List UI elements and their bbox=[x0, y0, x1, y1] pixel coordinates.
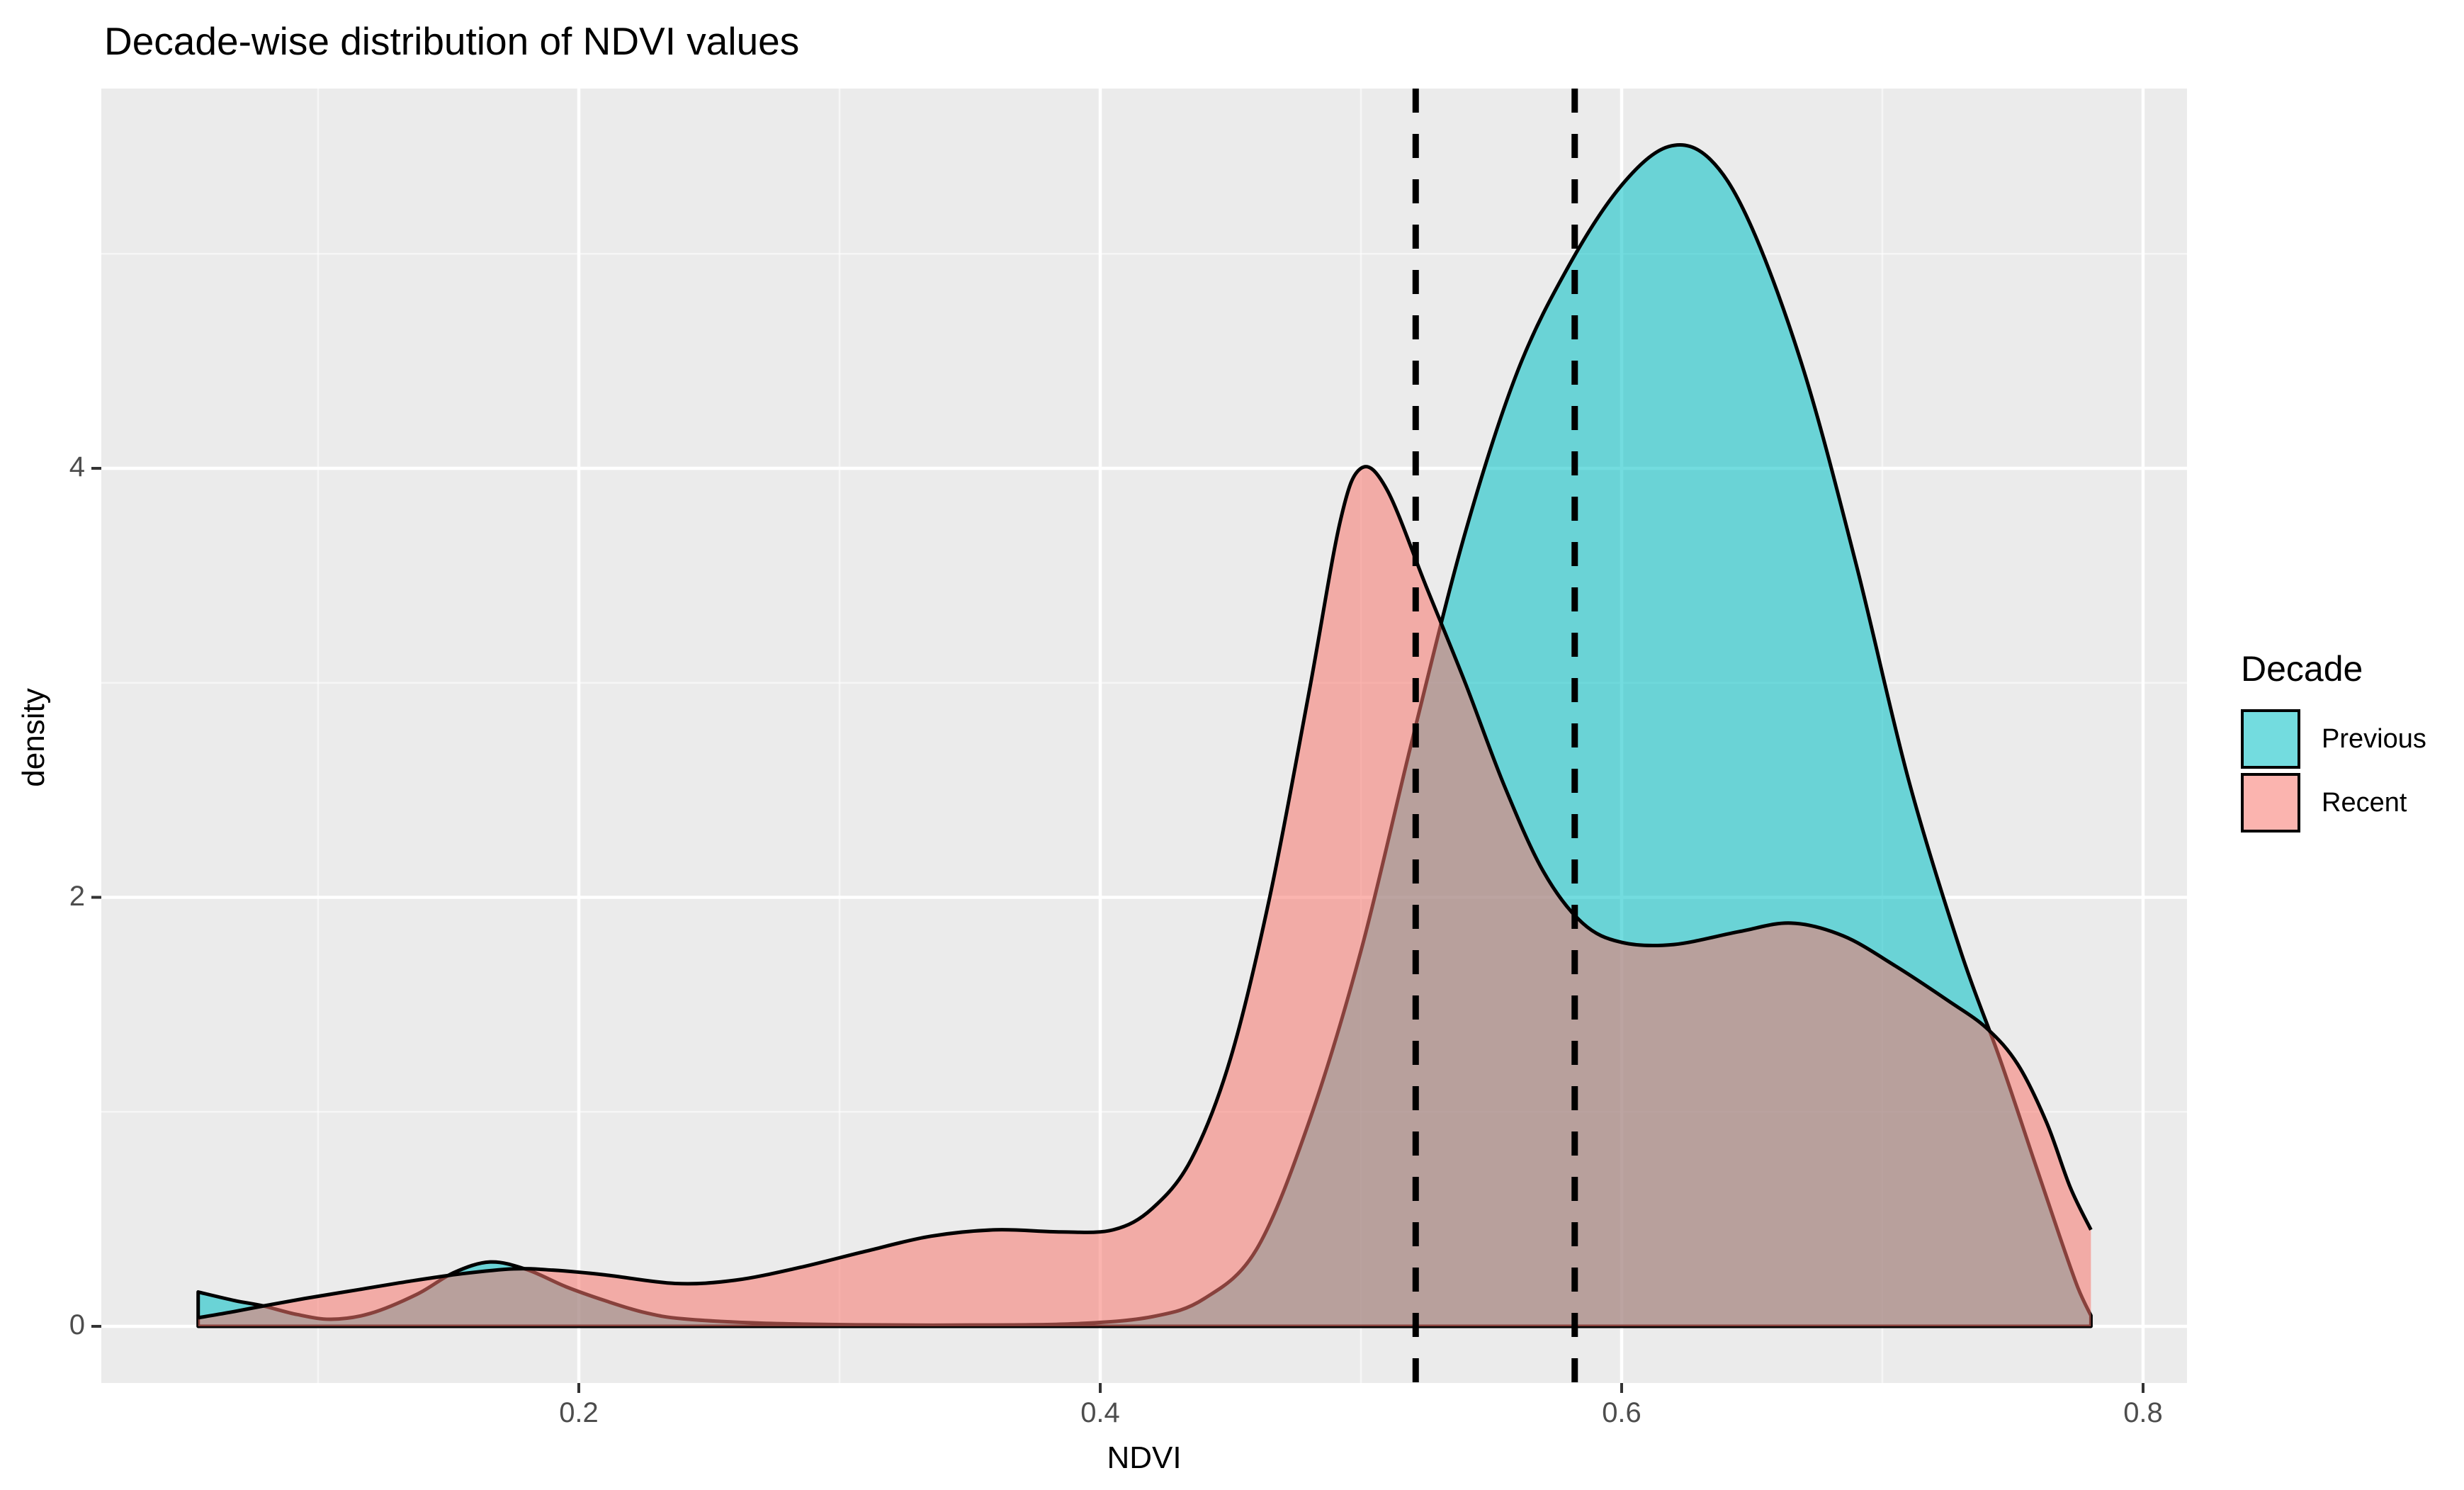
legend-label: Previous bbox=[2322, 723, 2426, 754]
legend-label: Recent bbox=[2322, 787, 2407, 818]
legend-entries: Previous Recent bbox=[2241, 709, 2426, 833]
y-tick-label: 2 bbox=[69, 880, 85, 912]
y-tick-label: 4 bbox=[69, 451, 85, 482]
y-axis-title: density bbox=[16, 688, 51, 787]
legend-title: Decade bbox=[2241, 649, 2363, 689]
legend-entry-recent: Recent bbox=[2241, 773, 2426, 833]
x-tick-label: 0.6 bbox=[1602, 1397, 1641, 1428]
x-tick-label: 0.4 bbox=[1080, 1397, 1120, 1428]
legend-entry-previous: Previous bbox=[2241, 709, 2426, 769]
x-tick-label: 0.8 bbox=[2123, 1397, 2163, 1428]
legend-key-icon bbox=[2241, 709, 2300, 769]
legend: Decade Previous Recent bbox=[2241, 648, 2426, 837]
x-axis-title: NDVI bbox=[1107, 1440, 1182, 1475]
density-outline-recent bbox=[198, 465, 2093, 1320]
y-tick-label: 0 bbox=[69, 1309, 85, 1341]
x-tick-label: 0.2 bbox=[559, 1397, 599, 1428]
legend-key-icon bbox=[2241, 773, 2300, 833]
chart-title: Decade-wise distribution of NDVI values bbox=[104, 19, 800, 63]
density-area-recent bbox=[198, 466, 2091, 1327]
